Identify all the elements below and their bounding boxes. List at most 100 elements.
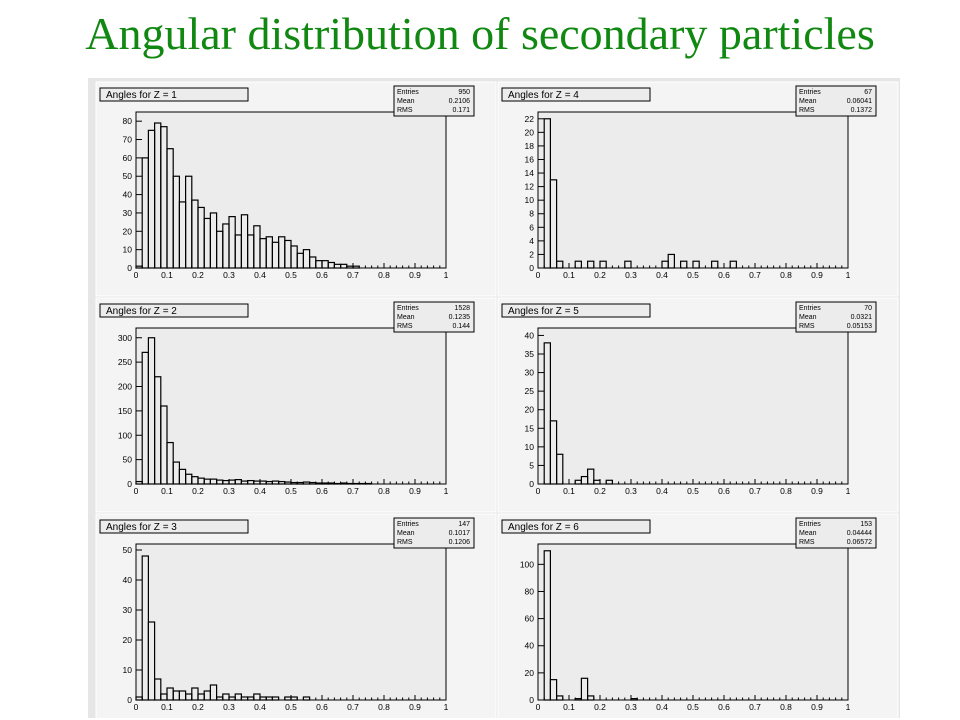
stats-label: Mean [397,98,415,105]
x-tick-label: 0.2 [594,270,606,280]
y-tick-label: 0 [529,263,534,273]
x-tick-label: 0.2 [192,270,204,280]
y-tick-label: 25 [525,386,535,396]
stats-label: RMS [397,539,413,546]
stats-label: Entries [397,521,419,528]
y-tick-label: 80 [123,116,133,126]
stats-label: RMS [799,107,815,114]
histogram-bin [667,253,675,269]
x-tick-label: 0.1 [161,702,173,712]
histogram-bin [543,550,552,701]
stats-label: RMS [799,539,815,546]
y-tick-label: 20 [525,668,535,678]
stats-label: Entries [799,89,821,96]
stats-value: 0.05153 [847,323,872,330]
stats-value: 0.1206 [449,539,471,546]
x-tick-label: 0.5 [285,486,297,496]
y-tick-label: 200 [118,382,132,392]
y-tick-label: 40 [123,190,133,200]
stats-value: 0.144 [452,323,470,330]
y-tick-label: 20 [525,405,535,415]
stats-label: RMS [397,107,413,114]
x-tick-label: 0 [536,486,541,496]
x-tick-label: 0.7 [749,702,761,712]
histogram-title: Angles for Z = 6 [508,522,579,533]
y-tick-label: 12 [525,182,535,192]
histogram-bin [555,695,564,701]
title-box [501,519,651,534]
x-tick-label: 0 [134,702,139,712]
y-tick-label: 30 [123,208,133,218]
y-tick-label: 70 [123,135,133,145]
stats-value: 0.06572 [847,539,872,546]
stats-value: 67 [864,89,872,96]
x-tick-label: 0.7 [749,486,761,496]
x-tick-label: 0.6 [718,486,730,496]
histogram-title: Angles for Z = 5 [508,306,579,317]
histogram-bin [729,260,737,269]
x-tick-label: 0.7 [347,270,359,280]
y-tick-label: 22 [525,114,535,124]
histogram-bin [271,696,280,701]
histogram-bin [555,260,564,269]
x-tick-label: 0.2 [192,486,204,496]
y-tick-label: 30 [123,605,133,615]
stats-value: 147 [458,521,470,528]
y-tick-label: 0 [127,479,132,489]
y-tick-label: 100 [520,559,534,569]
x-tick-label: 0.8 [780,702,792,712]
x-tick-label: 0.7 [347,486,359,496]
x-tick-label: 0.8 [780,270,792,280]
x-tick-label: 0.1 [563,702,575,712]
title-box [99,303,249,318]
histogram-grid: Angles for Z = 1 Entries 950 Mean 0.2106 RMS 0… [95,81,899,718]
stats-box: Entries 67 Mean 0.06041 RMS 0.1372 [795,85,877,117]
y-tick-label: 10 [525,195,535,205]
y-tick-label: 35 [525,349,535,359]
histogram-bin [680,260,688,269]
x-tick-label: 0.9 [409,270,421,280]
x-tick-label: 0.4 [254,702,266,712]
x-tick-label: 0.4 [254,270,266,280]
stats-value: 0.06041 [847,98,872,105]
stats-box-frame [795,85,877,117]
x-tick-label: 0.7 [749,270,761,280]
histogram-bin [549,179,558,269]
y-tick-label: 8 [529,209,534,219]
x-tick-label: 0.5 [687,486,699,496]
y-tick-label: 4 [529,236,534,246]
histogram-panel-5: Angles for Z = 5 Entries 70 Mean 0.0321 RMS 0.… [497,297,899,513]
x-tick-label: 0.1 [161,270,173,280]
stats-label: Entries [799,521,821,528]
title-box [99,519,249,534]
histogram-title: Angles for Z = 1 [106,90,177,101]
title-box [99,87,249,102]
stats-value: 0.1017 [449,530,471,537]
x-tick-label: 0 [134,270,139,280]
x-tick-label: 0 [536,702,541,712]
stats-label: Entries [397,89,419,96]
stats-value: 0.2106 [449,98,471,105]
x-tick-label: 0.4 [656,486,668,496]
histogram-bin [574,260,582,269]
x-tick-label: 1 [846,702,851,712]
histogram-bin [599,260,607,269]
histogram-panel-2: Angles for Z = 2 Entries 1528 Mean 0.1235 RMS… [95,297,497,513]
y-tick-label: 5 [529,460,534,470]
y-tick-label: 0 [529,695,534,705]
stats-box-frame [795,517,877,549]
slide-title: Angular distribution of secondary partic… [85,8,875,59]
histogram-bin [586,260,595,269]
stats-label: Mean [397,314,415,321]
histogram-panel-4: Angles for Z = 4 Entries 67 Mean 0.06041 RMS 0… [497,81,899,297]
x-tick-label: 0.3 [223,486,235,496]
stats-value: 0.0321 [851,314,873,321]
y-tick-label: 50 [123,455,133,465]
x-tick-label: 1 [444,702,449,712]
stats-value: 70 [864,305,872,312]
stats-value: 950 [458,89,470,96]
stats-label: Mean [799,530,817,537]
stats-value: 153 [860,521,872,528]
y-tick-label: 15 [525,423,535,433]
histogram-bin [543,342,552,485]
